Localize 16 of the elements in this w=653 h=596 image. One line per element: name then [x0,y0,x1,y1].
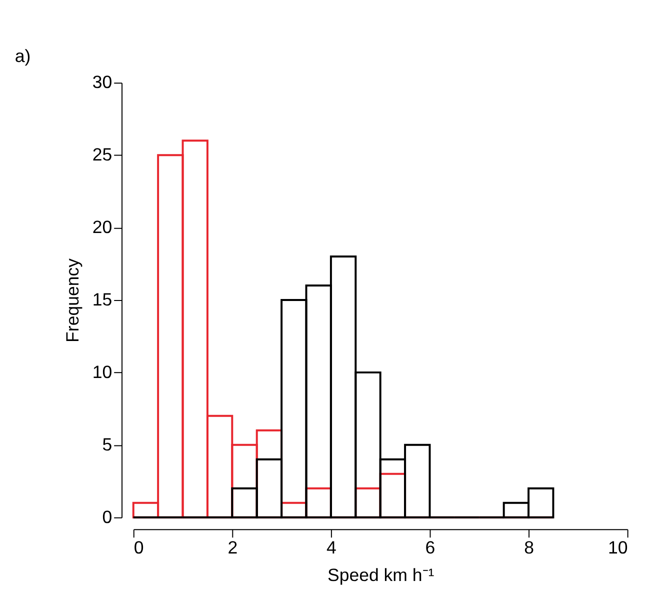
x-tick-label: 2 [228,537,238,558]
y-tick-label: 20 [92,216,112,237]
y-tick-label: 0 [102,506,112,527]
x-tick-label: 6 [425,537,436,558]
y-axis-title: Frequency [62,258,83,342]
y-tick-label: 30 [92,72,112,92]
x-tick-label: 0 [134,537,144,558]
y-tick-label: 15 [92,289,112,310]
y-tick-label: 10 [92,362,112,382]
x-tick-label: 4 [326,537,336,558]
y-tick-label: 5 [102,434,112,454]
x-axis-title: Speed km h⁻¹ [327,565,434,586]
x-tick-label: 8 [524,537,534,558]
x-tick-label: 10 [608,537,628,558]
text: a) [14,46,31,66]
y-tick-label: 25 [92,144,112,165]
